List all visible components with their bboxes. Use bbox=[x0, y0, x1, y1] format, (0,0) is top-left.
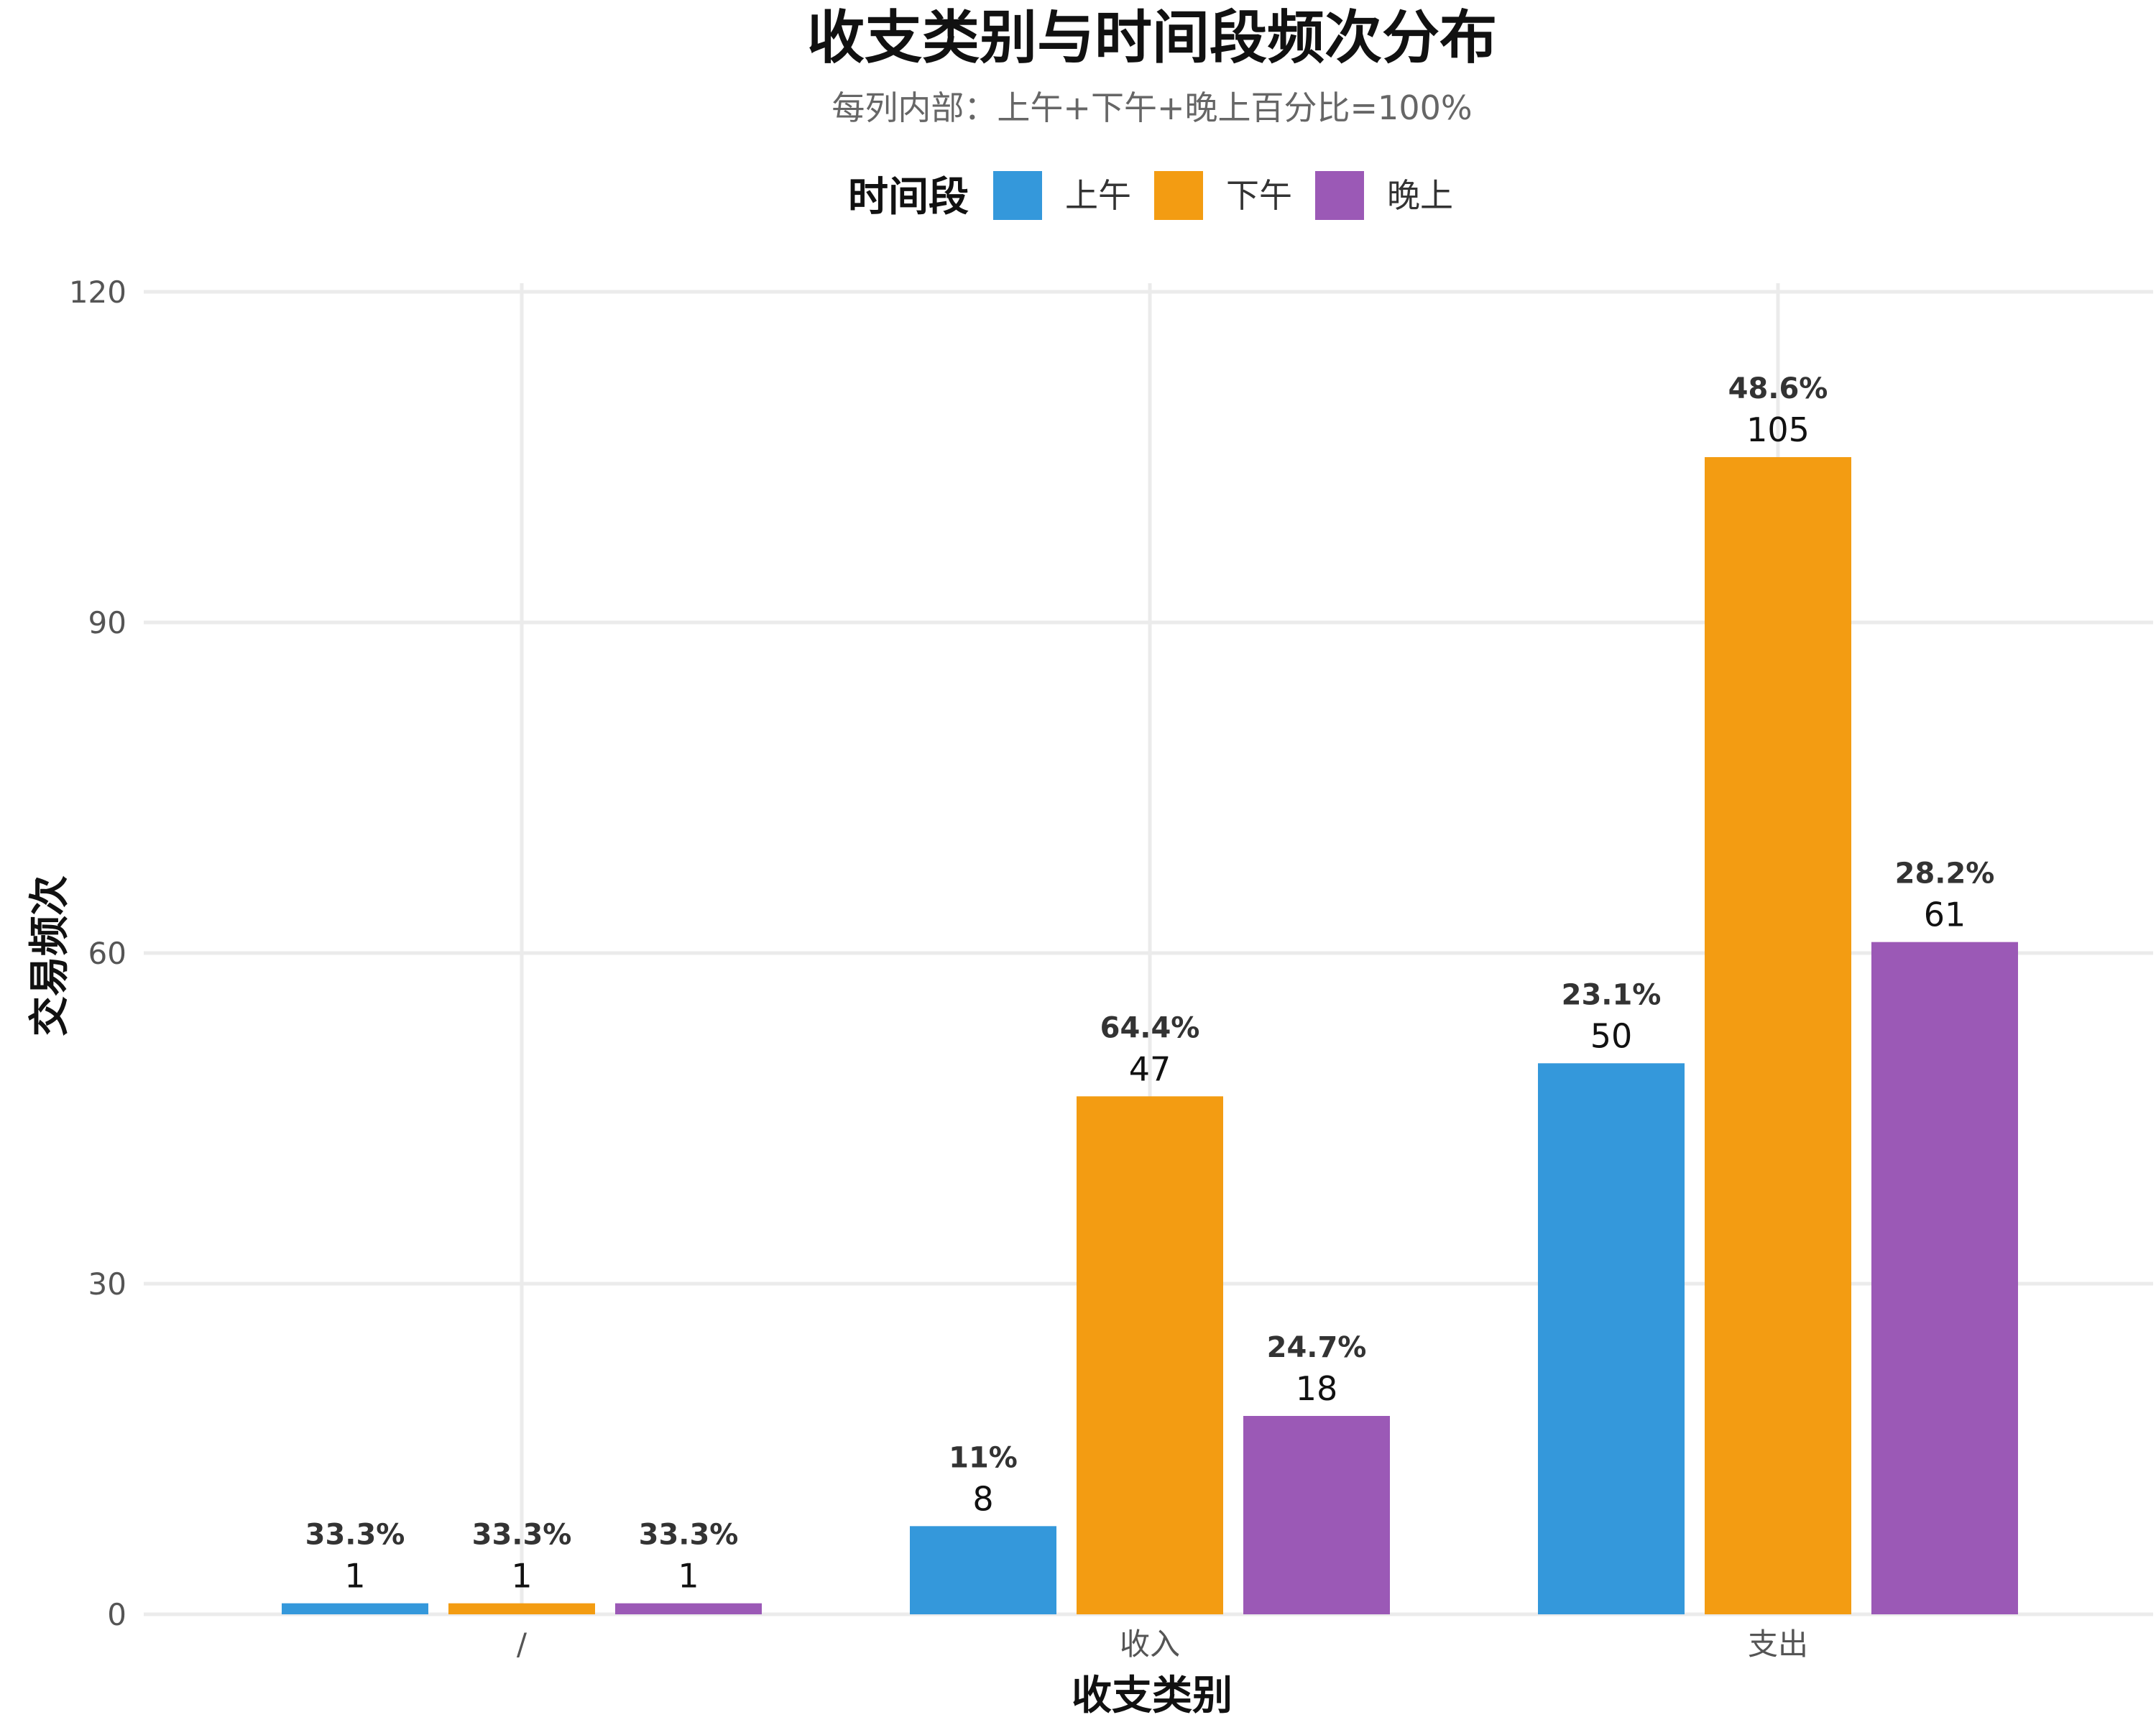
data-labels: 1 33.3% 1 33.3% 1 33.3% 8 11% 47 64.4% 18 24.7% 50 23… bbox=[305, 372, 1995, 1596]
value-label: 105 bbox=[1746, 410, 1810, 449]
legend-swatch bbox=[1154, 171, 1203, 220]
percent-label: 23.1% bbox=[1562, 978, 1662, 1011]
bar bbox=[1538, 1063, 1685, 1614]
y-tick-label: 90 bbox=[88, 605, 126, 640]
x-axis-title: 收支类别 bbox=[1072, 1672, 1233, 1719]
y-axis-ticks: 0 30 60 90 120 bbox=[69, 275, 126, 1632]
bar bbox=[1705, 457, 1851, 1614]
legend-label: 上午 bbox=[1065, 176, 1131, 215]
x-tick-label: / bbox=[517, 1627, 528, 1662]
bar bbox=[1871, 942, 2018, 1614]
y-tick-label: 60 bbox=[88, 936, 126, 971]
percent-label: 28.2% bbox=[1895, 857, 1995, 891]
percent-label: 33.3% bbox=[305, 1519, 405, 1552]
percent-label: 24.7% bbox=[1267, 1331, 1367, 1364]
chart-title: 收支类别与时间段频次分布 bbox=[807, 4, 1497, 71]
bar bbox=[1077, 1096, 1223, 1614]
value-label: 50 bbox=[1590, 1016, 1633, 1055]
bar bbox=[448, 1603, 595, 1614]
x-tick-label: 支出 bbox=[1748, 1627, 1808, 1662]
y-tick-label: 120 bbox=[69, 275, 126, 310]
percent-label: 33.3% bbox=[472, 1519, 572, 1552]
legend-title: 时间段 bbox=[848, 173, 969, 221]
x-tick-label: 收入 bbox=[1120, 1627, 1180, 1662]
percent-label: 48.6% bbox=[1728, 372, 1828, 405]
gridlines bbox=[144, 283, 2153, 1616]
y-tick-label: 0 bbox=[107, 1597, 126, 1632]
value-label: 1 bbox=[511, 1557, 532, 1596]
value-label: 61 bbox=[1924, 896, 1966, 934]
bar bbox=[1243, 1416, 1390, 1614]
value-label: 8 bbox=[972, 1479, 993, 1518]
value-label: 18 bbox=[1296, 1369, 1338, 1408]
bar bbox=[615, 1603, 762, 1614]
value-label: 1 bbox=[344, 1557, 365, 1596]
percent-label: 11% bbox=[949, 1441, 1018, 1474]
chart-subtitle: 每列内部：上午+下午+晚上百分比=100% bbox=[831, 88, 1472, 127]
y-tick-label: 30 bbox=[88, 1266, 126, 1302]
value-label: 47 bbox=[1129, 1049, 1171, 1088]
legend-swatch bbox=[1315, 171, 1364, 220]
legend-label: 晚上 bbox=[1387, 176, 1453, 215]
bar bbox=[910, 1526, 1056, 1614]
y-axis-title: 交易频次 bbox=[26, 875, 73, 1036]
percent-label: 64.4% bbox=[1100, 1011, 1200, 1044]
value-label: 1 bbox=[678, 1557, 699, 1596]
percent-label: 33.3% bbox=[639, 1519, 739, 1552]
bar bbox=[282, 1603, 428, 1614]
legend-swatch bbox=[993, 171, 1042, 220]
legend-label: 下午 bbox=[1226, 176, 1292, 215]
x-axis-ticks: / 收入 支出 bbox=[517, 1627, 1808, 1662]
bars bbox=[282, 457, 2018, 1614]
legend: 时间段 上午 下午 晚上 bbox=[848, 171, 1453, 221]
